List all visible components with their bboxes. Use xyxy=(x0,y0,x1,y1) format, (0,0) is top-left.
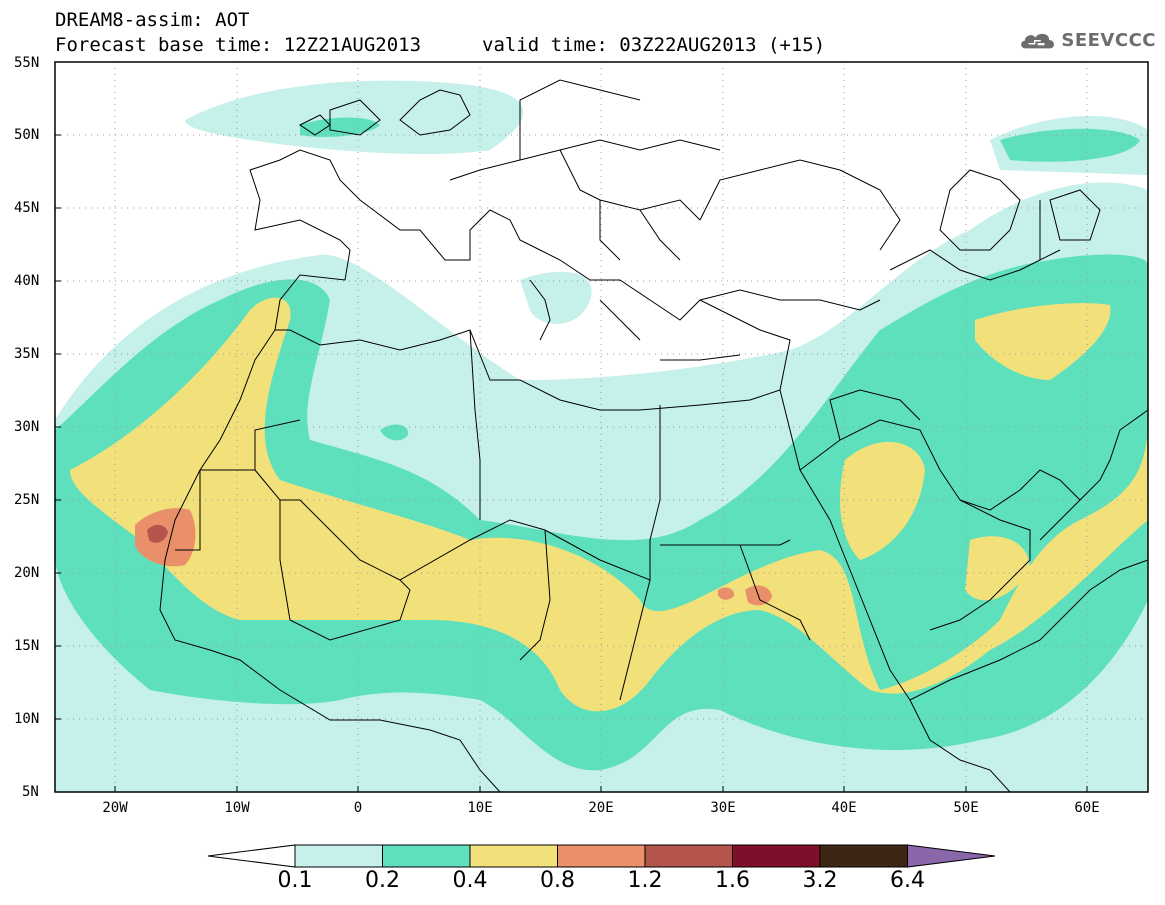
colorbar-label: 6.4 xyxy=(890,868,925,893)
aot-0.4-contour xyxy=(70,297,1148,712)
forecast-base-time: Forecast base time: 12Z21AUG2013 xyxy=(55,34,422,56)
colorbar-label: 1.2 xyxy=(627,868,663,893)
lon-label: 30E xyxy=(710,800,736,816)
aot-field xyxy=(55,62,1148,792)
colorbar-swatch-2 xyxy=(382,844,471,868)
lat-label: 55N xyxy=(14,55,40,71)
lat-label: 20N xyxy=(14,565,40,581)
lat-label: 45N xyxy=(14,200,40,216)
lon-label: 50E xyxy=(953,800,979,816)
colorbar-label: 0.4 xyxy=(452,868,488,893)
lat-label: 10N xyxy=(14,711,40,727)
coastlines xyxy=(159,89,1148,792)
colorbar-label: 0.8 xyxy=(540,868,575,893)
colorbar xyxy=(207,844,996,868)
seevccc-logo: SEEVCCC xyxy=(1018,22,1156,58)
cloud-icon xyxy=(1021,33,1054,49)
aot-1.2-contour xyxy=(147,524,168,543)
lon-label: 60E xyxy=(1074,800,1100,816)
colorbar-swatch-1 xyxy=(294,844,383,868)
map-title: DREAM8-assim: AOT xyxy=(55,9,250,31)
lat-label: 15N xyxy=(14,638,40,654)
graticule xyxy=(55,62,1148,792)
axis-ticks xyxy=(55,134,1088,792)
lat-label: 25N xyxy=(14,492,40,508)
valid-time: valid time: 03Z22AUG2013 (+15) xyxy=(482,34,826,56)
lat-label: 5N xyxy=(22,784,39,800)
colorbar-label: 1.6 xyxy=(715,868,750,893)
colorbar-swatch-5 xyxy=(644,844,733,868)
colorbar-over-triangle xyxy=(907,844,996,868)
colorbar-swatch-3 xyxy=(469,844,558,868)
borders xyxy=(175,79,1081,701)
colorbar-label: 0.1 xyxy=(277,868,313,893)
lon-label: 10W xyxy=(224,800,250,816)
lat-label: 30N xyxy=(14,419,40,435)
colorbar-swatch-6 xyxy=(732,844,821,868)
lat-label: 35N xyxy=(14,346,40,362)
lon-label: 0 xyxy=(353,800,363,816)
lon-label: 20W xyxy=(102,800,128,816)
lat-label: 40N xyxy=(14,273,40,289)
lon-label: 20E xyxy=(588,800,614,816)
colorbar-swatch-7 xyxy=(819,844,908,868)
lon-label: 40E xyxy=(831,800,857,816)
logo-text: SEEVCCC xyxy=(1061,29,1156,51)
colorbar-swatch-4 xyxy=(557,844,646,868)
colorbar-label: 0.2 xyxy=(365,868,400,893)
colorbar-label: 3.2 xyxy=(802,868,838,893)
lat-label: 50N xyxy=(14,127,40,143)
lon-label: 10E xyxy=(467,800,493,816)
colorbar-under-triangle xyxy=(207,844,296,868)
